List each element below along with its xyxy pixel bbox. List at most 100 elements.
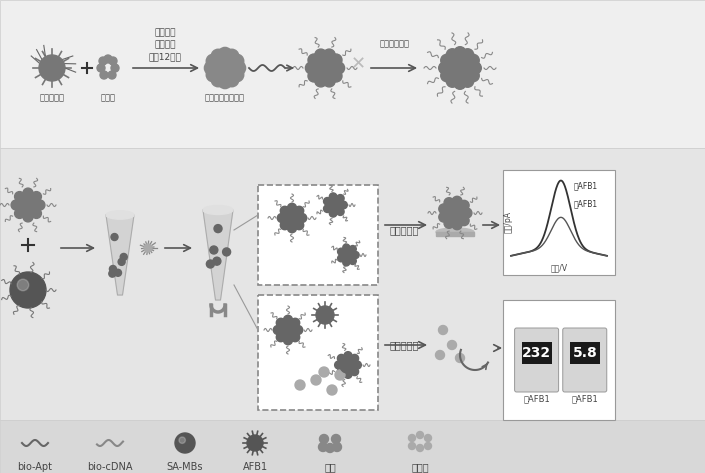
Circle shape xyxy=(298,213,307,222)
Circle shape xyxy=(305,62,317,74)
Circle shape xyxy=(338,354,345,362)
Bar xyxy=(0,420,705,473)
Circle shape xyxy=(333,443,341,452)
Circle shape xyxy=(336,208,344,215)
Circle shape xyxy=(108,71,116,79)
Circle shape xyxy=(470,62,482,74)
Circle shape xyxy=(23,188,33,198)
Text: bio-cDNA: bio-cDNA xyxy=(87,462,133,472)
Circle shape xyxy=(324,205,331,212)
Circle shape xyxy=(207,260,214,268)
Text: 无AFB1: 无AFB1 xyxy=(571,394,598,403)
Circle shape xyxy=(283,315,293,324)
Circle shape xyxy=(207,68,220,82)
Text: 5.8: 5.8 xyxy=(572,346,597,360)
Circle shape xyxy=(212,49,225,63)
Circle shape xyxy=(111,64,119,72)
Circle shape xyxy=(446,54,474,81)
Circle shape xyxy=(336,194,344,202)
Circle shape xyxy=(340,357,356,373)
FancyBboxPatch shape xyxy=(563,328,607,392)
Circle shape xyxy=(408,435,415,441)
Circle shape xyxy=(454,47,466,59)
Circle shape xyxy=(424,443,431,449)
Circle shape xyxy=(319,435,329,444)
Polygon shape xyxy=(203,210,233,300)
Circle shape xyxy=(439,62,450,74)
Circle shape xyxy=(323,49,335,61)
Circle shape xyxy=(448,341,457,350)
Circle shape xyxy=(281,206,289,215)
Circle shape xyxy=(276,318,286,327)
Circle shape xyxy=(444,219,454,228)
Text: 232: 232 xyxy=(522,346,551,360)
Circle shape xyxy=(11,200,21,210)
Circle shape xyxy=(338,248,345,255)
Circle shape xyxy=(18,194,39,216)
Circle shape xyxy=(308,54,320,66)
Circle shape xyxy=(340,201,348,209)
Circle shape xyxy=(349,257,356,264)
Circle shape xyxy=(175,433,195,453)
Circle shape xyxy=(315,75,327,87)
Circle shape xyxy=(10,272,46,308)
Circle shape xyxy=(319,443,328,452)
Circle shape xyxy=(327,385,337,395)
Circle shape xyxy=(350,354,359,362)
Circle shape xyxy=(446,49,458,61)
Circle shape xyxy=(329,193,337,201)
Circle shape xyxy=(324,198,331,205)
Circle shape xyxy=(313,56,337,80)
Circle shape xyxy=(343,244,350,251)
Circle shape xyxy=(349,245,356,253)
Circle shape xyxy=(311,375,321,385)
FancyBboxPatch shape xyxy=(515,328,558,392)
Circle shape xyxy=(210,246,218,254)
Circle shape xyxy=(109,57,117,65)
Circle shape xyxy=(338,255,345,262)
Circle shape xyxy=(444,202,465,224)
Circle shape xyxy=(99,57,107,65)
Circle shape xyxy=(225,73,239,87)
Circle shape xyxy=(330,70,342,82)
Circle shape xyxy=(424,435,431,441)
Circle shape xyxy=(444,198,454,208)
Circle shape xyxy=(295,206,304,215)
Text: 链霨亲和素: 链霨亲和素 xyxy=(39,93,64,102)
Circle shape xyxy=(277,213,286,222)
Circle shape xyxy=(319,367,329,377)
Circle shape xyxy=(436,350,444,359)
Bar xyxy=(570,342,600,364)
Circle shape xyxy=(118,258,125,265)
Circle shape xyxy=(104,55,112,63)
Circle shape xyxy=(121,254,127,261)
Circle shape xyxy=(17,279,29,291)
Bar xyxy=(0,0,705,148)
Circle shape xyxy=(295,380,305,390)
Circle shape xyxy=(417,431,424,438)
Circle shape xyxy=(454,77,466,89)
Circle shape xyxy=(408,443,415,449)
Circle shape xyxy=(247,435,263,451)
Circle shape xyxy=(223,248,231,256)
Circle shape xyxy=(462,75,474,87)
Text: 缓冲液中: 缓冲液中 xyxy=(154,40,176,49)
Ellipse shape xyxy=(436,228,474,236)
Circle shape xyxy=(352,252,359,259)
Circle shape xyxy=(290,318,300,327)
Text: 电化学检测: 电化学检测 xyxy=(390,225,419,235)
Circle shape xyxy=(32,192,42,201)
Text: 有AFB1: 有AFB1 xyxy=(574,181,598,190)
Circle shape xyxy=(353,361,362,369)
Circle shape xyxy=(213,56,237,80)
Circle shape xyxy=(290,333,300,342)
Circle shape xyxy=(439,212,449,222)
Circle shape xyxy=(462,49,474,61)
Circle shape xyxy=(294,325,302,334)
Text: AFB1: AFB1 xyxy=(243,462,268,472)
Text: 蔗糖: 蔗糖 xyxy=(324,462,336,472)
Text: 生物素转化酶: 生物素转化酶 xyxy=(380,39,410,48)
Circle shape xyxy=(213,257,221,265)
Circle shape xyxy=(144,244,152,252)
Circle shape xyxy=(455,353,465,362)
